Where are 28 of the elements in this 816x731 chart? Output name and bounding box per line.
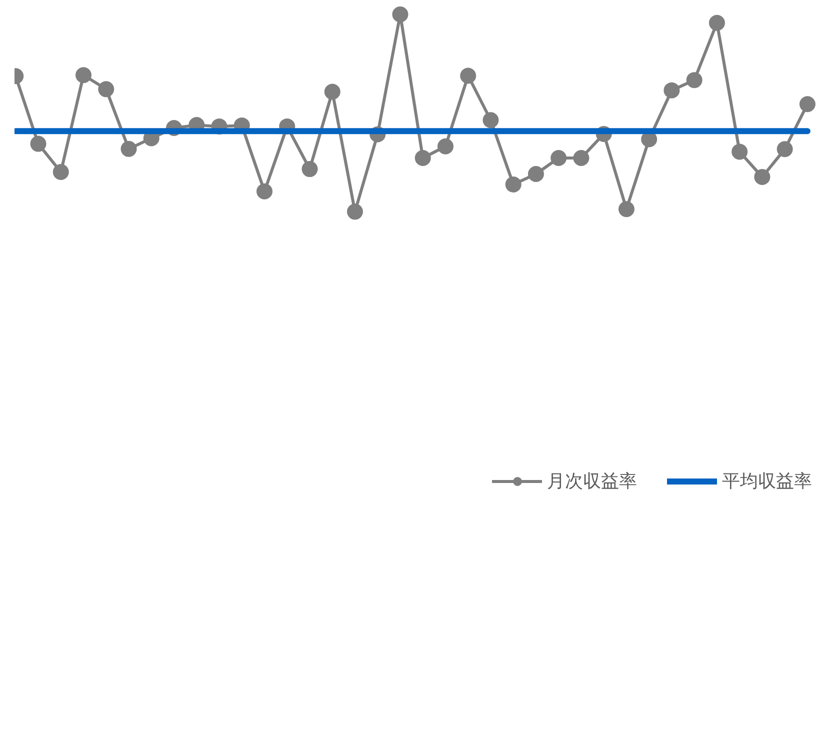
point [664, 82, 680, 98]
point [346, 204, 363, 220]
point [732, 144, 748, 160]
point [302, 161, 318, 178]
point [799, 96, 816, 112]
point [256, 183, 272, 200]
point [324, 84, 340, 100]
point [708, 14, 725, 31]
legend-label: 月次収益率 [547, 470, 637, 493]
point [460, 68, 476, 84]
point [505, 176, 522, 192]
point [528, 166, 544, 182]
point [550, 150, 567, 166]
point [573, 150, 590, 166]
point [98, 81, 114, 98]
point [120, 140, 137, 157]
point [776, 141, 793, 158]
point [618, 201, 634, 218]
point [482, 112, 499, 128]
point [437, 138, 454, 154]
point [414, 150, 431, 166]
point [754, 168, 770, 185]
legend-label: 平均収益率 [722, 470, 812, 493]
point [392, 6, 408, 22]
point [76, 67, 92, 84]
point [30, 136, 46, 152]
point [686, 72, 702, 88]
point [52, 164, 69, 180]
